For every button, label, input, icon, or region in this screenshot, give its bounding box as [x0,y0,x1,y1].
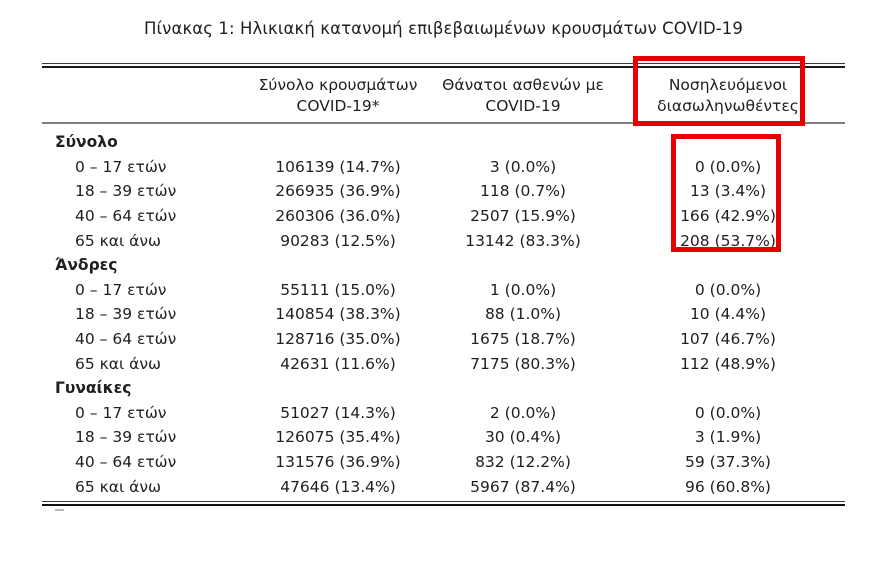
age-label: 65 και άνω [75,477,162,496]
cases-value: 126075 (35.4%) [275,428,401,447]
header-intubated-line1: Νοσηλευόμενοι [668,76,788,94]
table-row: 18 – 39 ετών 266935 (36.9%) 118 (0.7%) 1… [42,179,845,204]
cases-value: 131576 (36.9%) [275,453,401,472]
intubated-value: 112 (48.9%) [680,354,776,373]
deaths-value: 13142 (83.3%) [465,231,581,250]
header-total-cases-line1: Σύνολο κρουσμάτων [258,76,418,94]
intubated-value: 208 (53.7%) [680,231,776,250]
intubated-value: 10 (4.4%) [689,305,767,324]
section-row-men: Άνδρες [42,253,845,278]
cases-value: 140854 (38.3%) [275,305,401,324]
table-row: 65 και άνω 90283 (12.5%) 13142 (83.3%) 2… [42,228,845,253]
age-label: 40 – 64 ετών [75,330,177,349]
age-label: 65 και άνω [75,354,162,373]
age-label: 40 – 64 ετών [75,453,177,472]
header-total-cases-line2: COVID-19* [296,97,380,115]
intubated-value: 0 (0.0%) [694,280,762,299]
deaths-value: 30 (0.4%) [484,428,562,447]
deaths-value: 1 (0.0%) [489,280,557,299]
table-top-rule [42,63,845,68]
cases-value: 42631 (11.6%) [280,354,396,373]
table-row: 18 – 39 ετών 140854 (38.3%) 88 (1.0%) 10… [42,302,845,327]
header-deaths-line2: COVID-19 [485,97,561,115]
cases-value: 51027 (14.3%) [280,403,396,422]
table-row: 40 – 64 ετών 260306 (36.0%) 2507 (15.9%)… [42,204,845,229]
intubated-value: 3 (1.9%) [694,428,762,447]
intubated-value: 59 (37.3%) [685,453,771,472]
age-label: 0 – 17 ετών [75,157,167,176]
table-header-row: Σύνολο κρουσμάτων COVID-19* Θάνατοι ασθε… [42,68,845,122]
cases-value: 266935 (36.9%) [275,182,401,201]
deaths-value: 7175 (80.3%) [470,354,576,373]
section-row-total: Σύνολο [42,130,845,155]
table-row: 65 και άνω 42631 (11.6%) 7175 (80.3%) 11… [42,351,845,376]
section-row-women: Γυναίκες [42,376,845,401]
deaths-value: 88 (1.0%) [484,305,562,324]
age-label: 18 – 39 ετών [75,305,177,324]
table-title: Πίνακας 1: Ηλικιακή κατανομή επιβεβαιωμέ… [143,19,744,38]
intubated-value: 0 (0.0%) [694,157,762,176]
header-intubated: Νοσηλευόμενοι διασωληνωθέντες [611,75,845,117]
age-label: 0 – 17 ετών [75,280,167,299]
cases-value: 128716 (35.0%) [275,330,401,349]
deaths-value: 118 (0.7%) [480,182,566,201]
age-label: 65 και άνω [75,231,162,250]
header-deaths-line1: Θάνατοι ασθενών με [442,76,604,94]
table-row: 0 – 17 ετών 51027 (14.3%) 2 (0.0%) 0 (0.… [42,401,845,426]
section-label: Άνδρες [55,256,118,275]
covid-age-table: Σύνολο κρουσμάτων COVID-19* Θάνατοι ασθε… [42,68,845,496]
deaths-value: 5967 (87.4%) [470,477,576,496]
footnote-fragment [55,509,64,511]
cases-value: 106139 (14.7%) [275,157,401,176]
section-label: Σύνολο [55,133,118,152]
cases-value: 55111 (15.0%) [280,280,396,299]
deaths-value: 1675 (18.7%) [470,330,576,349]
cases-value: 260306 (36.0%) [275,207,401,226]
deaths-value: 2 (0.0%) [489,403,557,422]
table-body: Σύνολο 0 – 17 ετών 106139 (14.7%) 3 (0.0… [42,130,845,499]
intubated-value: 13 (3.4%) [689,182,767,201]
age-label: 0 – 17 ετών [75,403,167,422]
table-bottom-rule [42,501,845,506]
table-header-rule [42,122,845,124]
table-row: 65 και άνω 47646 (13.4%) 5967 (87.4%) 96… [42,474,845,499]
deaths-value: 2507 (15.9%) [470,207,576,226]
deaths-value: 3 (0.0%) [489,157,557,176]
header-total-cases: Σύνολο κρουσμάτων COVID-19* [241,75,435,117]
cases-value: 90283 (12.5%) [280,231,396,250]
table-row: 0 – 17 ετών 106139 (14.7%) 3 (0.0%) 0 (0… [42,155,845,180]
intubated-value: 166 (42.9%) [680,207,776,226]
deaths-value: 832 (12.2%) [475,453,571,472]
age-label: 18 – 39 ετών [75,182,177,201]
intubated-value: 96 (60.8%) [685,477,771,496]
cases-value: 47646 (13.4%) [280,477,396,496]
header-intubated-line2: διασωληνωθέντες [657,97,799,115]
table-row: 40 – 64 ετών 128716 (35.0%) 1675 (18.7%)… [42,327,845,352]
age-label: 40 – 64 ετών [75,207,177,226]
intubated-value: 0 (0.0%) [694,403,762,422]
table-row: 40 – 64 ετών 131576 (36.9%) 832 (12.2%) … [42,450,845,475]
section-label: Γυναίκες [55,379,132,398]
table-row: 18 – 39 ετών 126075 (35.4%) 30 (0.4%) 3 … [42,425,845,450]
age-label: 18 – 39 ετών [75,428,177,447]
table-row: 0 – 17 ετών 55111 (15.0%) 1 (0.0%) 0 (0.… [42,278,845,303]
header-deaths: Θάνατοι ασθενών με COVID-19 [435,75,611,117]
intubated-value: 107 (46.7%) [680,330,776,349]
